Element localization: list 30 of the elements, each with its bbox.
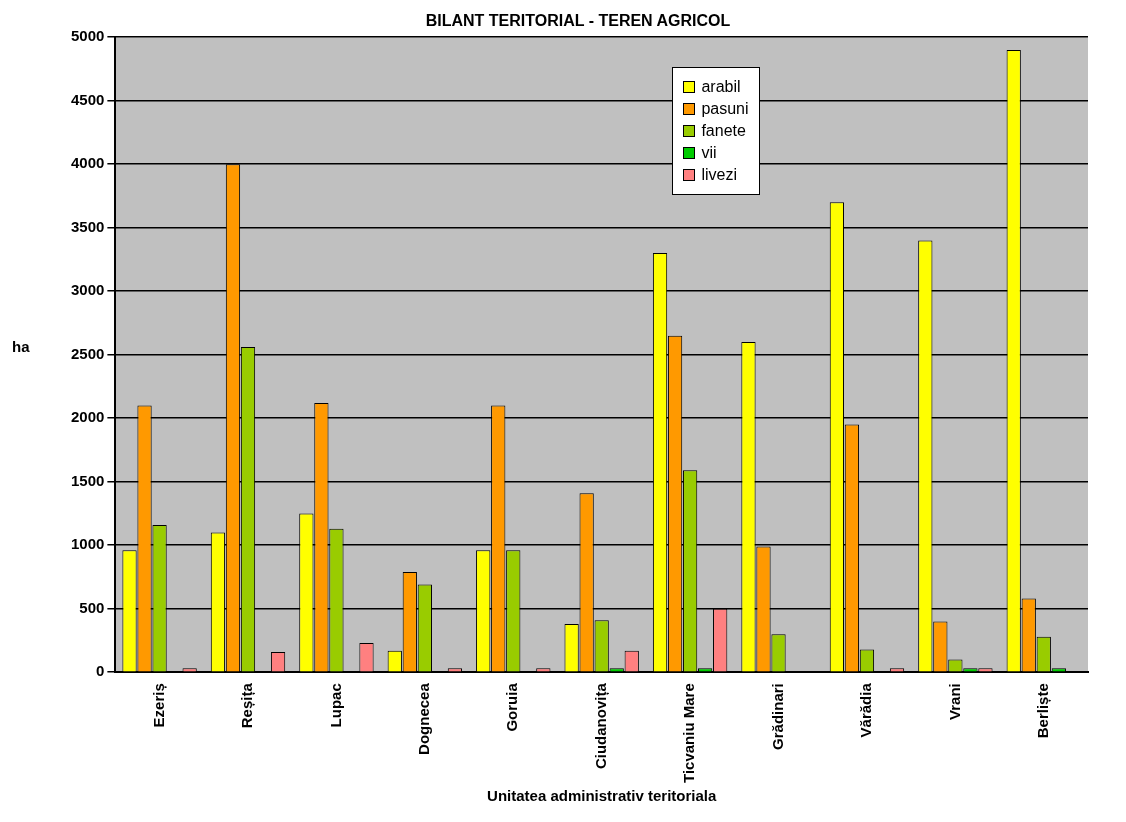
legend-label: vii [701, 144, 717, 163]
x-axis-title: Unitatea administrativ teritoriala [487, 787, 717, 805]
y-tick-label: 1500 [70, 471, 105, 489]
y-tick-label: 3500 [70, 217, 105, 235]
x-tick-label: Dognecea [414, 682, 432, 755]
x-tick-label: Ezeriș [149, 683, 167, 728]
y-tick-label: 1000 [70, 535, 105, 553]
y-tick-label: 4000 [70, 154, 105, 172]
y-tick-label: 500 [79, 598, 105, 616]
chart-title: BILANT TERITORIAL - TEREN AGRICOL [425, 12, 731, 30]
x-tick-label: Vrani [945, 683, 963, 720]
y-tick-label: 0 [96, 662, 105, 680]
y-tick-label: 2500 [70, 344, 105, 362]
x-tick-label: Ticvaniu Mare [680, 683, 698, 783]
y-tick-label: 5000 [70, 27, 105, 45]
legend-label: livezi [701, 166, 737, 185]
x-tick-label: Goruia [503, 682, 521, 732]
y-tick-label: 2000 [70, 408, 105, 426]
legend-label: fanete [701, 122, 746, 141]
x-tick-label: Grădinari [768, 683, 786, 750]
x-tick-label: Vărădia [857, 682, 875, 738]
x-tick-label: Ciudanovița [591, 682, 609, 770]
x-tick-label: Berliște [1033, 683, 1051, 739]
x-tick-label: Reșița [238, 682, 256, 729]
x-tick-label: Lupac [326, 683, 344, 728]
legend-label: arabil [701, 78, 741, 97]
legend-label: pasuni [701, 100, 749, 119]
y-tick-label: 4500 [70, 90, 105, 108]
y-axis-title: ha [12, 338, 30, 355]
y-tick-label: 3000 [70, 281, 105, 299]
